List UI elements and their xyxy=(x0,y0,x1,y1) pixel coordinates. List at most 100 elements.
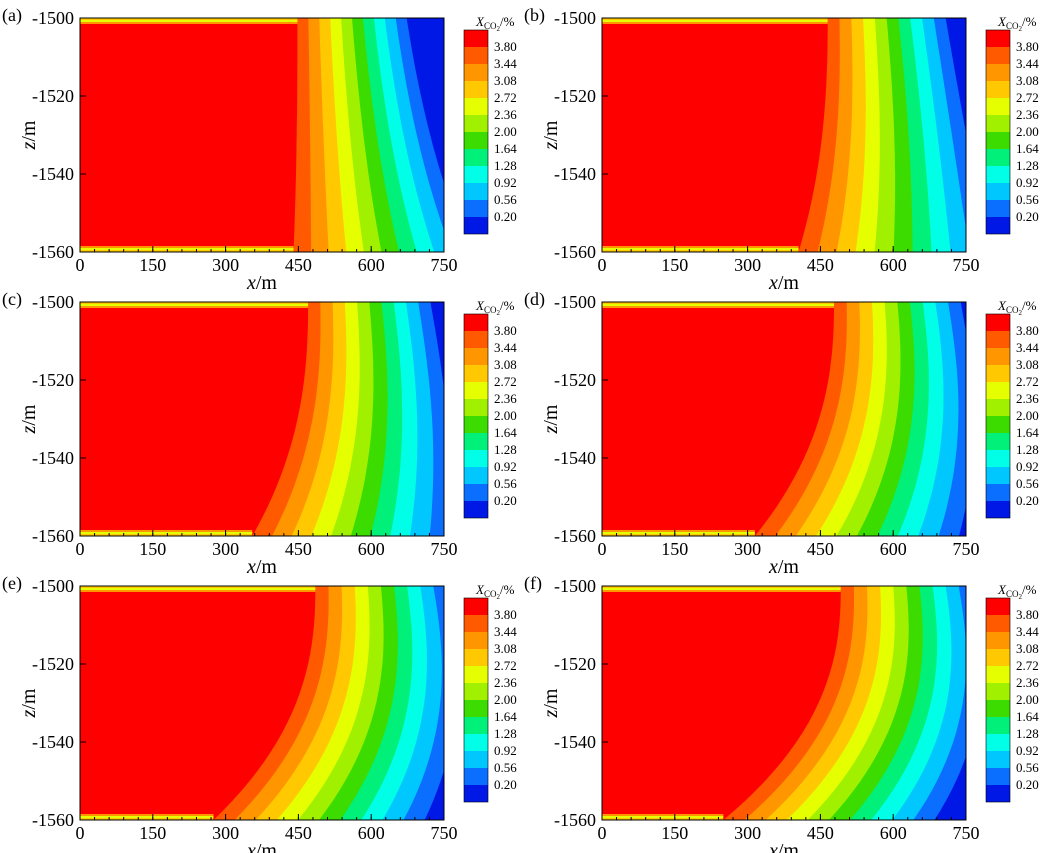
colorbar: 3.80 3.44 3.08 2.72 2.36 2.00 1.64 1.28 0.92 0.56… xyxy=(463,582,517,803)
colorbar-swatch xyxy=(986,30,1010,47)
colorbar-label: 2.36 xyxy=(494,391,517,406)
y-tick-label: -1520 xyxy=(32,654,74,674)
contour-area xyxy=(602,586,966,820)
colorbar-label: 3.80 xyxy=(1016,323,1039,338)
colorbar-title: XCO2/% xyxy=(475,298,515,317)
y-tick-label: -1540 xyxy=(554,164,596,184)
colorbar-label: 0.56 xyxy=(494,760,517,775)
colorbar-swatch xyxy=(986,598,1010,615)
colorbar-swatch xyxy=(464,399,488,416)
colorbar: 3.80 3.44 3.08 2.72 2.36 2.00 1.64 1.28 0.92 0.56… xyxy=(463,14,517,235)
x-tick-label: 600 xyxy=(880,255,907,275)
colorbar-swatch xyxy=(986,365,1010,382)
x-tick-label: 300 xyxy=(212,823,239,843)
y-tick-label: -1500 xyxy=(32,576,74,596)
x-axis-label: x/m xyxy=(246,272,277,294)
boundary-layer xyxy=(602,814,724,816)
colorbar-swatch xyxy=(464,81,488,98)
y-tick-label: -1560 xyxy=(554,242,596,262)
boundary-layer xyxy=(80,302,309,304)
colorbar: 3.80 3.44 3.08 2.72 2.36 2.00 1.64 1.28 0.92 0.56… xyxy=(985,14,1039,235)
colorbar-label: 0.92 xyxy=(1016,175,1039,190)
contour-band xyxy=(80,18,298,252)
boundary-layer xyxy=(602,532,755,534)
colorbar-label: 2.36 xyxy=(494,107,517,122)
boundary-layer xyxy=(80,532,253,534)
x-tick-label: 150 xyxy=(139,823,166,843)
boundary-layer xyxy=(602,246,799,248)
colorbar-label: 3.80 xyxy=(494,39,517,54)
colorbar-label: 0.20 xyxy=(494,493,517,508)
x-tick-label: 450 xyxy=(285,255,312,275)
boundary-layer xyxy=(80,22,298,24)
x-tick-label: 0 xyxy=(598,823,607,843)
x-tick-label: 750 xyxy=(953,823,980,843)
colorbar-title: XCO2/% xyxy=(475,14,515,33)
y-axis-label: z/m xyxy=(540,120,562,150)
colorbar-label: 0.92 xyxy=(494,175,517,190)
x-tick-label: 0 xyxy=(598,255,607,275)
x-tick-label: 0 xyxy=(76,823,85,843)
colorbar-label: 3.80 xyxy=(1016,607,1039,622)
boundary-layer xyxy=(602,816,724,818)
boundary-layer xyxy=(602,248,799,250)
y-tick-label: -1540 xyxy=(32,164,74,184)
y-tick-label: -1520 xyxy=(32,370,74,390)
y-tick-label: -1500 xyxy=(32,8,74,28)
contour-area xyxy=(602,302,966,536)
colorbar-swatch xyxy=(986,132,1010,149)
colorbar-swatch xyxy=(464,666,488,683)
colorbar-swatch xyxy=(986,217,1010,234)
boundary-layer xyxy=(602,534,755,536)
colorbar-label: 2.00 xyxy=(1016,692,1039,707)
colorbar-label: 0.92 xyxy=(1016,459,1039,474)
colorbar-swatch xyxy=(986,649,1010,666)
colorbar-label: 0.56 xyxy=(1016,476,1039,491)
y-tick-label: -1500 xyxy=(554,292,596,312)
x-axis-label: x/m xyxy=(246,556,277,578)
panel-label: (e) xyxy=(2,573,22,594)
y-tick-label: -1560 xyxy=(554,526,596,546)
colorbar-label: 3.44 xyxy=(1016,56,1039,71)
contour-band xyxy=(602,302,834,536)
colorbar-label: 3.08 xyxy=(494,357,517,372)
colorbar-label: 2.72 xyxy=(1016,374,1039,389)
colorbar-label: 0.56 xyxy=(494,476,517,491)
colorbar-swatch xyxy=(986,785,1010,802)
colorbar-label: 2.00 xyxy=(494,692,517,707)
colorbar-label: 3.44 xyxy=(1016,340,1039,355)
boundary-layer xyxy=(80,248,294,250)
y-tick-label: -1540 xyxy=(554,732,596,752)
colorbar-label: 1.64 xyxy=(494,141,517,156)
colorbar-swatch xyxy=(464,467,488,484)
x-tick-label: 750 xyxy=(431,823,458,843)
colorbar-label: 0.92 xyxy=(494,743,517,758)
x-tick-label: 600 xyxy=(880,823,907,843)
boundary-layer xyxy=(602,588,841,590)
y-axis-label: z/m xyxy=(18,120,40,150)
colorbar-label: 1.28 xyxy=(1016,726,1039,741)
colorbar-swatch xyxy=(986,467,1010,484)
contour-area xyxy=(80,302,444,536)
colorbar-label: 0.56 xyxy=(1016,760,1039,775)
colorbar-label: 0.56 xyxy=(494,192,517,207)
colorbar-swatch xyxy=(464,166,488,183)
colorbar-swatch xyxy=(464,700,488,717)
boundary-layer xyxy=(80,306,309,308)
x-tick-label: 750 xyxy=(431,255,458,275)
colorbar-swatch xyxy=(986,666,1010,683)
x-axis-label: x/m xyxy=(768,556,799,578)
colorbar-swatch xyxy=(986,115,1010,132)
colorbar-swatch xyxy=(464,64,488,81)
colorbar-swatch xyxy=(464,331,488,348)
colorbar-label: 3.08 xyxy=(1016,73,1039,88)
y-tick-label: -1560 xyxy=(32,810,74,830)
contour-band xyxy=(602,18,828,252)
x-tick-label: 750 xyxy=(953,539,980,559)
colorbar-label: 3.08 xyxy=(1016,357,1039,372)
x-tick-label: 300 xyxy=(734,255,761,275)
colorbar-label: 0.20 xyxy=(494,209,517,224)
y-tick-label: -1500 xyxy=(554,8,596,28)
colorbar-swatch xyxy=(986,183,1010,200)
